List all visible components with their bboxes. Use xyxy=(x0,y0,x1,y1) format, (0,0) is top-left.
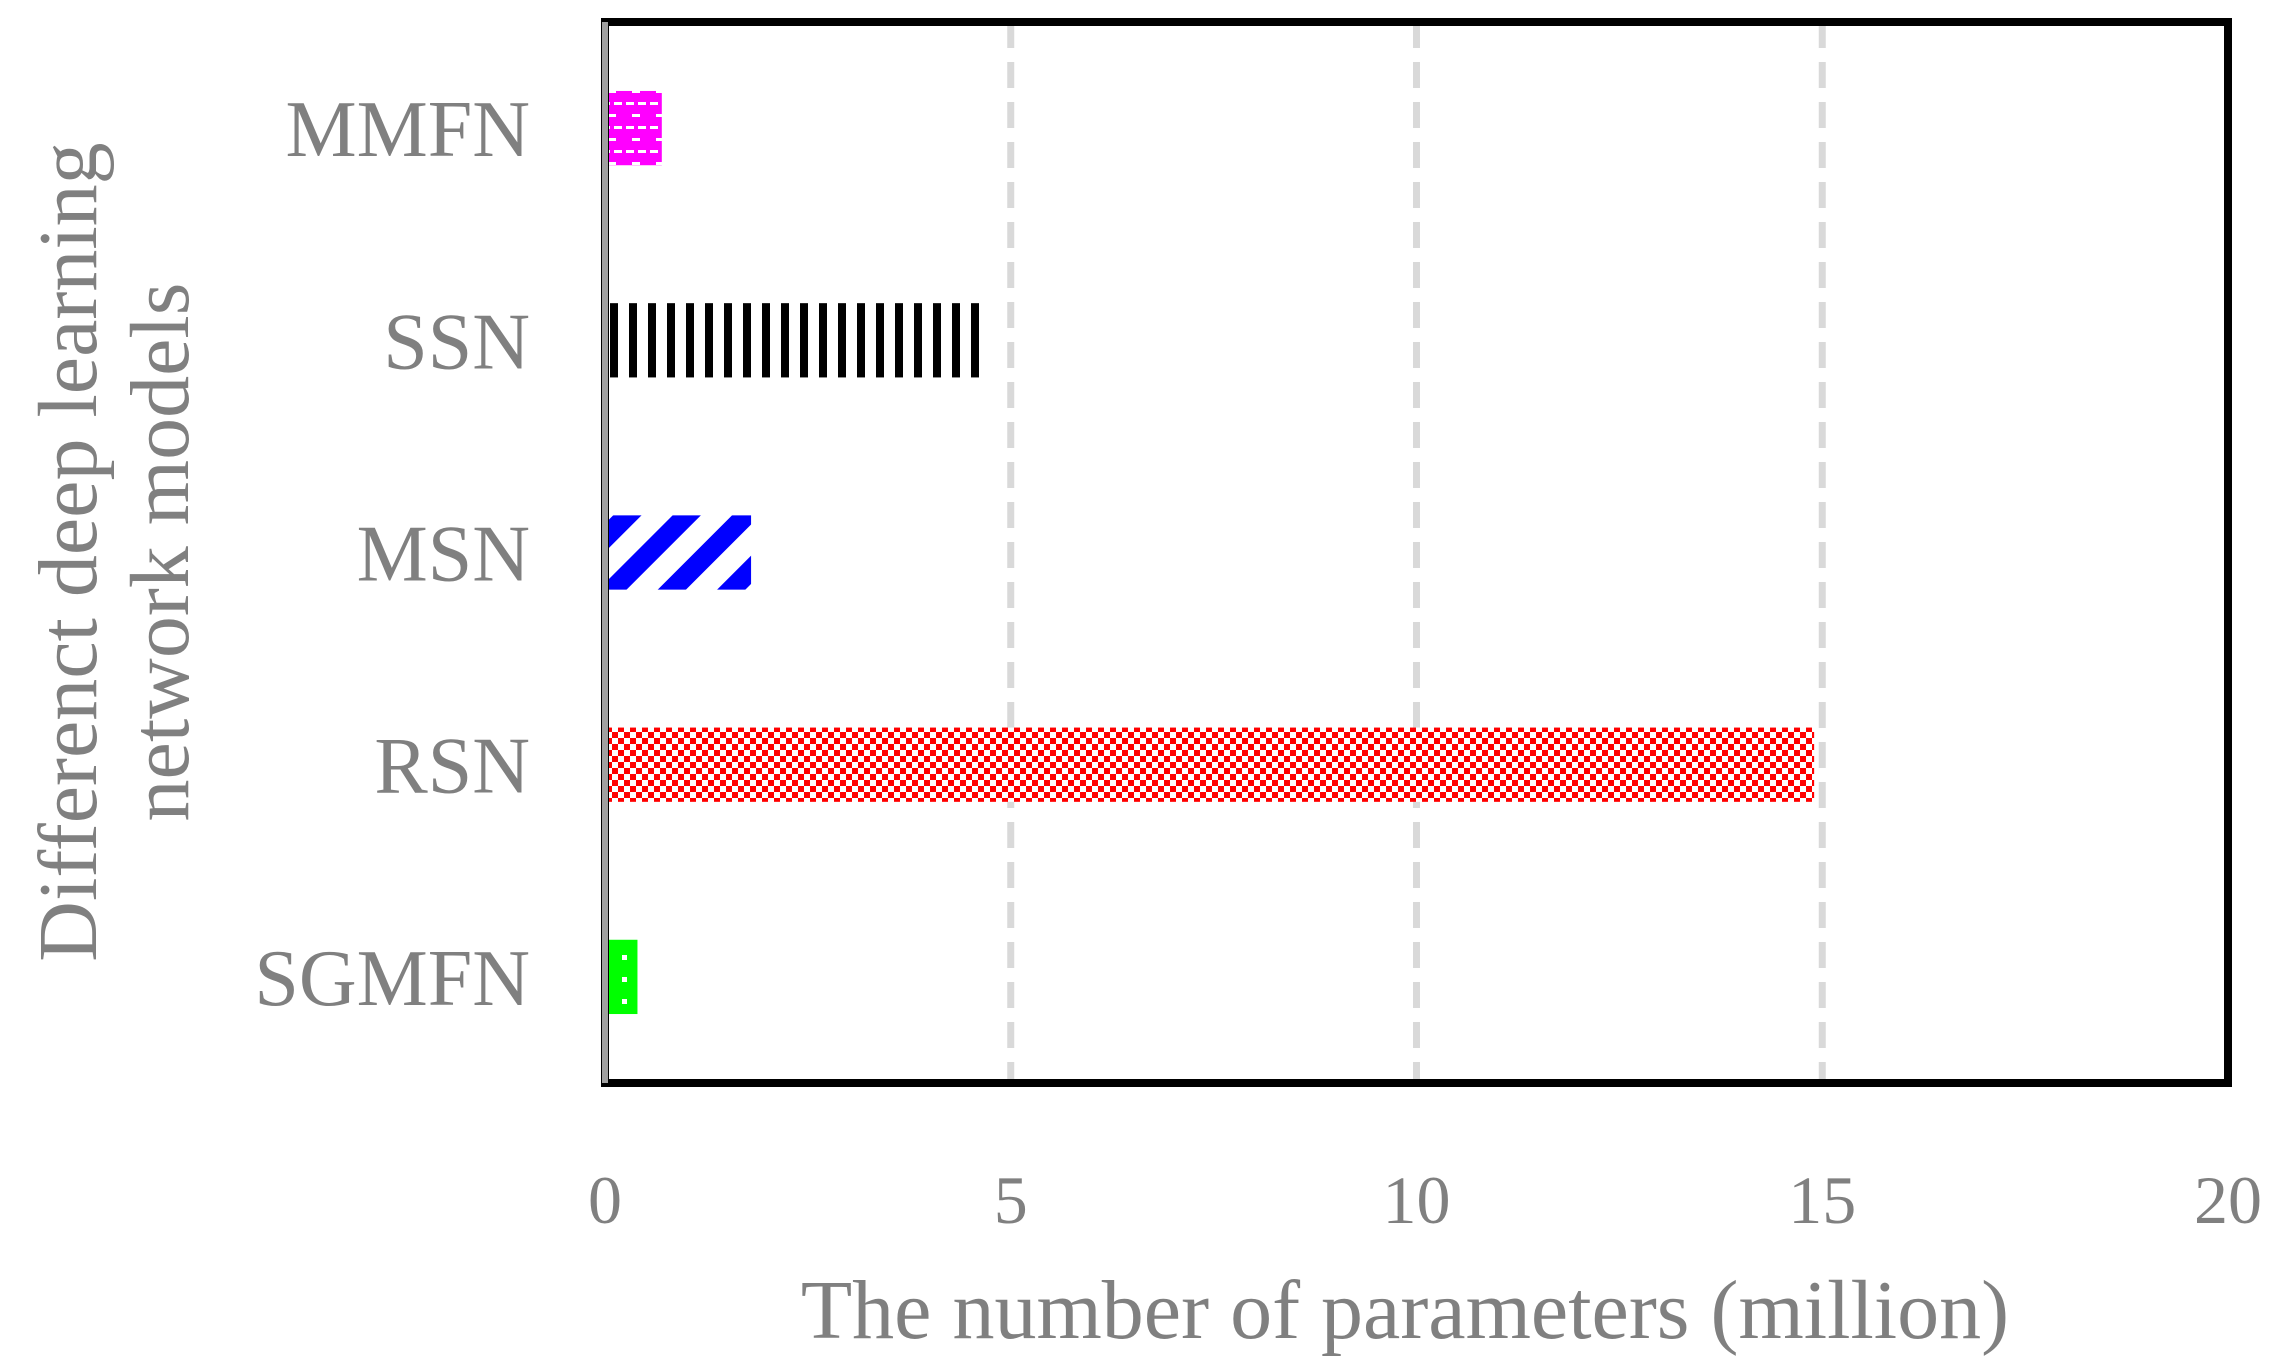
x-tick-labels: 0 5 10 15 20 xyxy=(588,1162,2262,1238)
y-axis-title-line-1: Differenct deep learning xyxy=(22,142,115,961)
y-axis-title-line-2: network models xyxy=(114,283,207,822)
bar-ssn xyxy=(608,303,987,378)
x-tick-label-0: 0 xyxy=(588,1162,622,1238)
bars xyxy=(608,90,1815,1015)
bar-msn xyxy=(608,515,752,590)
category-label-sgmfn: SGMFN xyxy=(254,935,530,1023)
category-label-mmfn: MMFN xyxy=(285,86,530,174)
category-label-rsn: RSN xyxy=(374,723,530,811)
x-tick-label-15: 15 xyxy=(1788,1162,1856,1238)
category-label-msn: MSN xyxy=(357,511,530,599)
y-axis-title: Differenct deep learning network models xyxy=(22,142,207,961)
x-tick-label-10: 10 xyxy=(1383,1162,1451,1238)
x-axis-title: The number of parameters (million) xyxy=(801,1264,2009,1357)
x-tick-label-20: 20 xyxy=(2194,1162,2262,1238)
category-label-ssn: SSN xyxy=(383,298,530,386)
category-labels: MMFN SSN MSN RSN SGMFN xyxy=(254,86,530,1023)
x-tick-label-5: 5 xyxy=(994,1162,1028,1238)
bar-mmfn xyxy=(608,90,662,166)
bar-sgmfn xyxy=(608,939,638,1015)
bar-rsn xyxy=(608,727,1815,802)
grid-lines xyxy=(1007,22,1826,1083)
